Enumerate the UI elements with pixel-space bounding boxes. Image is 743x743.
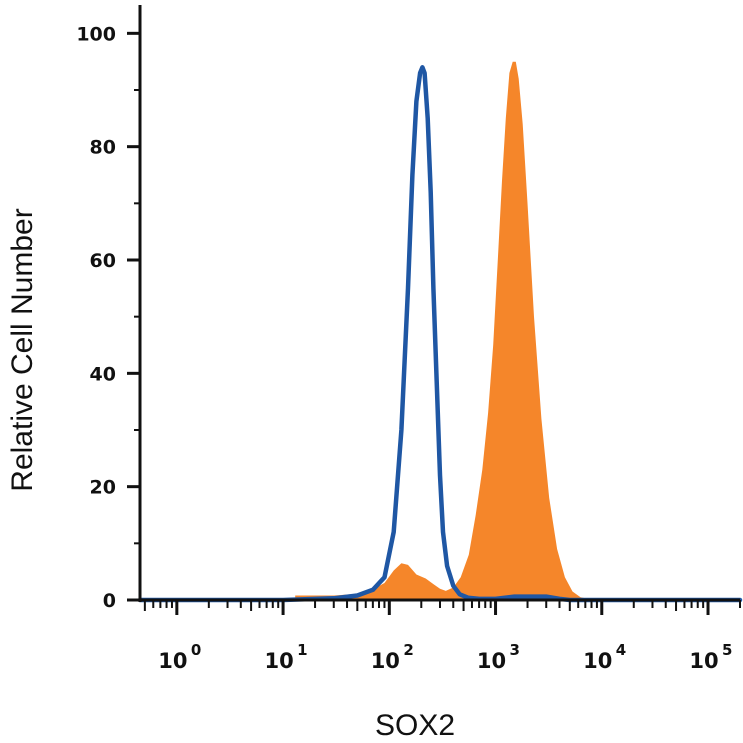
y-tick-label: 20 <box>90 477 116 499</box>
x-tick-exponent: 0 <box>191 641 201 659</box>
x-tick-label: 10 <box>264 649 293 673</box>
y-tick-label: 60 <box>90 250 116 272</box>
x-axis-ticks: 10 0 10 1 10 2 10 3 10 4 10 5 <box>143 600 741 673</box>
series-outline-histogram <box>137 65 743 603</box>
x-tick-label: 10 <box>371 649 400 673</box>
x-tick-label: 10 <box>583 649 612 673</box>
axes-layer <box>138 5 740 602</box>
y-axis-label: Relative Cell Number <box>6 208 39 491</box>
y-tick-label: 40 <box>90 363 116 385</box>
y-tick-label: 0 <box>103 590 116 612</box>
x-tick-label: 10 <box>477 649 506 673</box>
y-axis-ticks: 0 20 40 60 80 100 <box>76 23 140 612</box>
x-axis-label: SOX2 <box>375 709 455 742</box>
x-tick-exponent: 1 <box>297 641 307 659</box>
x-tick-label: 10 <box>158 649 187 673</box>
x-tick-exponent: 3 <box>510 641 520 659</box>
series-layer <box>137 61 743 603</box>
y-tick-label: 80 <box>90 137 116 159</box>
series-filled-histogram <box>295 61 597 600</box>
x-tick-exponent: 5 <box>722 641 732 659</box>
x-tick-exponent: 4 <box>616 641 626 659</box>
y-tick-label: 100 <box>76 23 116 45</box>
x-tick-label: 10 <box>689 649 718 673</box>
x-tick-exponent: 2 <box>403 641 413 659</box>
